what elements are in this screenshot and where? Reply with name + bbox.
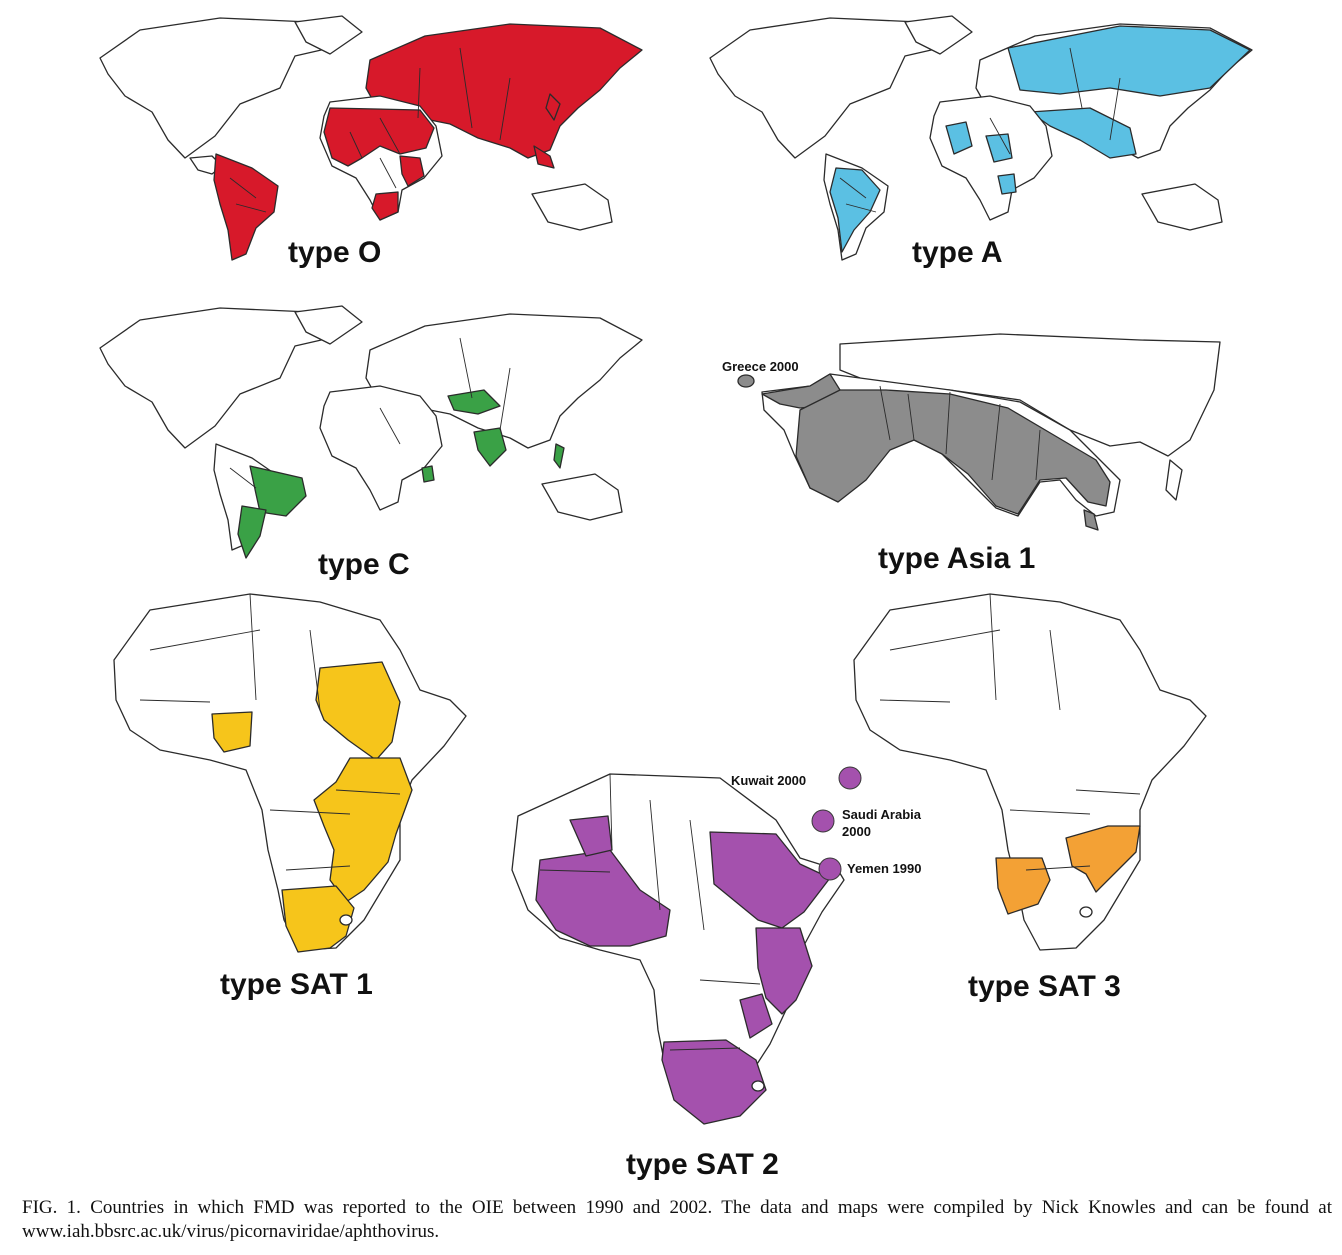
map-annotation: Yemen 1990 <box>847 861 922 876</box>
map-title: type O <box>288 236 382 269</box>
map-title: type Asia 1 <box>878 542 1036 575</box>
world-map-type-c <box>99 305 643 559</box>
map-panel-type-sat2: Kuwait 2000 Saudi Arabia 2000 Yemen 1990… <box>500 760 960 1190</box>
africa-map-type-sat3 <box>853 593 1207 951</box>
africa-map-type-sat1 <box>113 593 467 953</box>
map-title: type SAT 3 <box>968 970 1121 1003</box>
map-annotation: Kuwait 2000 <box>731 773 807 788</box>
figure-caption: FIG. 1. Countries in which FMD was repor… <box>22 1197 1332 1242</box>
world-map-type-o <box>99 15 643 261</box>
map-panel-type-o: type O <box>80 8 650 278</box>
asia-map-type-asia1 <box>737 333 1221 531</box>
map-panel-type-c: type C <box>80 298 680 588</box>
map-title: type A <box>912 236 1003 269</box>
map-panel-type-a: type A <box>690 8 1290 278</box>
map-panel-type-sat3: type SAT 3 <box>840 590 1220 1020</box>
map-title: type SAT 1 <box>220 968 373 1001</box>
map-title: type C <box>318 548 410 581</box>
map-annotation: Greece 2000 <box>722 359 799 374</box>
map-panel-type-sat1: type SAT 1 <box>100 590 480 1020</box>
map-panel-type-asia1: Greece 2000 type Asia 1 <box>700 330 1300 580</box>
africa-map-type-sat2 <box>511 766 862 1125</box>
world-map-type-a <box>709 15 1253 261</box>
map-title: type SAT 2 <box>626 1148 779 1181</box>
map-annotation: Saudi Arabia 2000 <box>842 807 921 839</box>
